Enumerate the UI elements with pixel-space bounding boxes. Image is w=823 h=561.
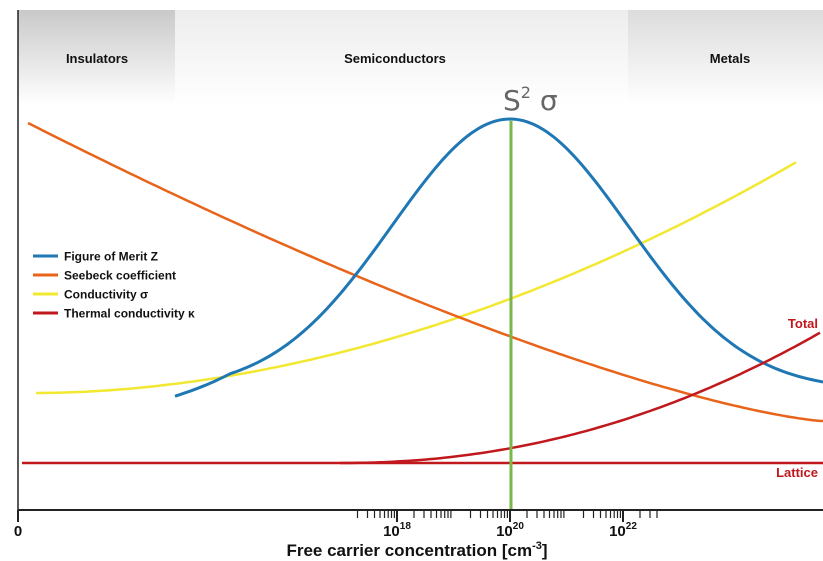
curve-conductivity: [36, 161, 797, 395]
curve-kappa-total: [340, 331, 821, 465]
x-axis-title: Free carrier concentration [cm-3]: [286, 540, 547, 560]
legend-label-3: Thermal conductivity κ: [64, 307, 195, 321]
curve-figure-of-merit: [174, 117, 823, 398]
legend-label-0: Figure of Merit Z: [64, 250, 158, 264]
region-band-1: [175, 10, 628, 105]
kappa-lattice-label: Lattice: [776, 465, 818, 480]
region-label-0: Insulators: [66, 51, 128, 66]
peak-annotation-label: S2 σ: [503, 83, 558, 117]
annotations: S2 σ: [503, 83, 558, 510]
x-tick-label-3: 1022: [609, 521, 637, 540]
region-band-2: [628, 10, 823, 105]
x-tick-label-0: 0: [14, 523, 22, 540]
legend-label-2: Conductivity σ: [64, 288, 148, 302]
legend: Figure of Merit Z Seebeck coefficient Cond…: [33, 250, 195, 321]
region-label-1: Semiconductors: [344, 51, 446, 66]
kappa-total-label: Total: [788, 316, 818, 331]
region-label-2: Metals: [710, 51, 750, 66]
legend-label-1: Seebeck coefficient: [64, 269, 176, 283]
x-axis: 0 1018 1020 1022 Free carrier concentration …: [14, 10, 823, 560]
region-bands: Insulators Semiconductors Metals: [18, 10, 823, 105]
x-tick-label-2: 1020: [496, 521, 524, 540]
curves: Total Lattice: [22, 117, 823, 480]
region-band-0: [18, 10, 175, 105]
x-tick-label-1: 1018: [383, 521, 411, 540]
